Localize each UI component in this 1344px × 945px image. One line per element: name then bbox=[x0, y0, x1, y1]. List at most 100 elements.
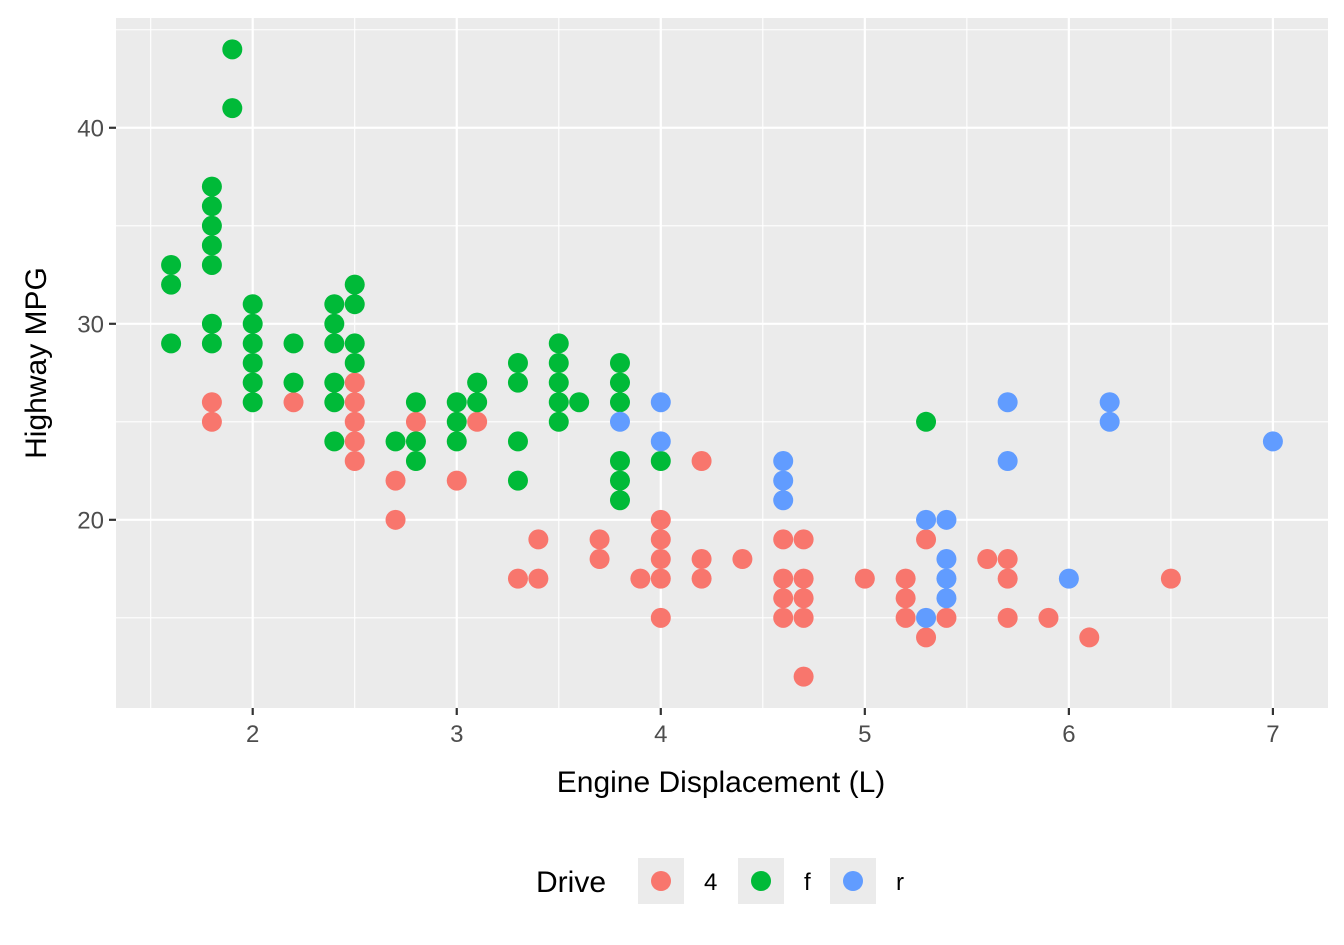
data-point-drive-r bbox=[936, 549, 957, 570]
data-point-drive-4 bbox=[650, 549, 671, 570]
data-point-drive-4 bbox=[691, 549, 712, 570]
x-tick-label: 7 bbox=[1266, 721, 1279, 748]
data-point-drive-4 bbox=[793, 607, 814, 628]
data-point-drive-4 bbox=[854, 568, 875, 589]
data-point-drive-f bbox=[548, 333, 569, 354]
x-tick-label: 2 bbox=[246, 721, 259, 748]
data-point-drive-r bbox=[773, 490, 794, 511]
data-point-drive-4 bbox=[916, 627, 937, 648]
data-point-drive-f bbox=[222, 98, 243, 119]
data-point-drive-f bbox=[507, 372, 528, 393]
data-point-drive-4 bbox=[691, 568, 712, 589]
data-point-drive-f bbox=[569, 392, 590, 413]
data-point-drive-4 bbox=[344, 372, 365, 393]
data-point-drive-f bbox=[344, 274, 365, 295]
data-point-drive-4 bbox=[997, 549, 1018, 570]
data-point-drive-f bbox=[507, 431, 528, 452]
data-point-drive-r bbox=[916, 509, 937, 530]
data-point-drive-f bbox=[548, 353, 569, 373]
legend-label-4: 4 bbox=[704, 869, 717, 896]
data-point-drive-4 bbox=[650, 607, 671, 628]
data-point-drive-f bbox=[548, 392, 569, 413]
data-point-drive-f bbox=[201, 235, 222, 256]
data-point-drive-4 bbox=[201, 392, 222, 413]
data-point-drive-4 bbox=[793, 588, 814, 609]
data-point-drive-r bbox=[773, 470, 794, 491]
data-point-drive-4 bbox=[732, 549, 753, 570]
data-point-drive-r bbox=[650, 392, 671, 413]
data-point-drive-f bbox=[344, 353, 365, 373]
data-point-drive-4 bbox=[446, 470, 467, 491]
data-point-drive-f bbox=[222, 39, 243, 60]
data-point-drive-f bbox=[242, 333, 263, 354]
data-point-drive-f bbox=[161, 254, 182, 275]
y-tick-label: 40 bbox=[77, 115, 104, 142]
data-point-drive-f bbox=[446, 431, 467, 452]
data-point-drive-f bbox=[283, 372, 304, 393]
legend-label-f: f bbox=[804, 869, 811, 896]
x-tick-label: 4 bbox=[654, 721, 667, 748]
data-point-drive-4 bbox=[997, 568, 1018, 589]
data-point-drive-f bbox=[324, 294, 345, 315]
data-point-drive-f bbox=[405, 392, 426, 413]
data-point-drive-4 bbox=[589, 549, 610, 570]
legend-label-r: r bbox=[896, 869, 904, 896]
data-point-drive-4 bbox=[773, 607, 794, 628]
data-point-drive-4 bbox=[589, 529, 610, 550]
data-point-drive-f bbox=[201, 176, 222, 197]
data-point-drive-4 bbox=[528, 529, 549, 550]
data-point-drive-r bbox=[1099, 392, 1120, 413]
data-point-drive-f bbox=[609, 372, 630, 393]
data-point-drive-f bbox=[916, 411, 937, 432]
legend: Drive 4 f r bbox=[536, 858, 904, 904]
data-point-drive-f bbox=[242, 313, 263, 334]
data-point-drive-4 bbox=[793, 568, 814, 589]
data-point-drive-4 bbox=[650, 568, 671, 589]
data-point-drive-4 bbox=[650, 529, 671, 550]
data-point-drive-r bbox=[650, 431, 671, 452]
data-point-drive-f bbox=[161, 333, 182, 354]
data-point-drive-f bbox=[507, 353, 528, 373]
data-point-drive-f bbox=[548, 411, 569, 432]
data-point-drive-r bbox=[936, 509, 957, 530]
y-tick-label: 30 bbox=[77, 311, 104, 338]
data-point-drive-4 bbox=[793, 529, 814, 550]
legend-key-4 bbox=[651, 871, 671, 891]
data-point-drive-4 bbox=[507, 568, 528, 589]
legend-key-f bbox=[751, 871, 771, 891]
data-point-drive-f bbox=[201, 215, 222, 236]
y-axis: 20 30 40 bbox=[77, 115, 116, 534]
data-point-drive-4 bbox=[773, 588, 794, 609]
data-point-drive-r bbox=[997, 451, 1018, 472]
minor-gridlines bbox=[116, 18, 1328, 708]
data-point-drive-f bbox=[405, 451, 426, 472]
data-point-drive-4 bbox=[467, 411, 488, 432]
data-point-drive-f bbox=[548, 372, 569, 393]
data-point-drive-4 bbox=[344, 431, 365, 452]
data-point-drive-4 bbox=[344, 451, 365, 472]
data-point-drive-4 bbox=[773, 568, 794, 589]
data-point-drive-f bbox=[161, 274, 182, 295]
data-point-drive-r bbox=[936, 568, 957, 589]
data-point-drive-4 bbox=[1038, 607, 1059, 628]
data-point-drive-4 bbox=[385, 470, 406, 491]
data-point-drive-f bbox=[344, 333, 365, 354]
data-point-drive-r bbox=[936, 588, 957, 609]
data-point-drive-4 bbox=[895, 588, 916, 609]
data-point-drive-f bbox=[385, 431, 406, 452]
data-point-drive-f bbox=[201, 196, 222, 217]
data-point-drive-4 bbox=[630, 568, 651, 589]
data-point-drive-4 bbox=[201, 411, 222, 432]
data-point-drive-4 bbox=[916, 529, 937, 550]
data-point-drive-f bbox=[609, 470, 630, 491]
x-axis-title: Engine Displacement (L) bbox=[557, 766, 886, 799]
data-points bbox=[161, 39, 1283, 687]
data-point-drive-4 bbox=[793, 666, 814, 687]
data-point-drive-4 bbox=[283, 392, 304, 413]
data-point-drive-f bbox=[324, 431, 345, 452]
data-point-drive-r bbox=[1262, 431, 1283, 452]
data-point-drive-f bbox=[467, 392, 488, 413]
data-point-drive-f bbox=[242, 294, 263, 315]
data-point-drive-f bbox=[650, 451, 671, 472]
